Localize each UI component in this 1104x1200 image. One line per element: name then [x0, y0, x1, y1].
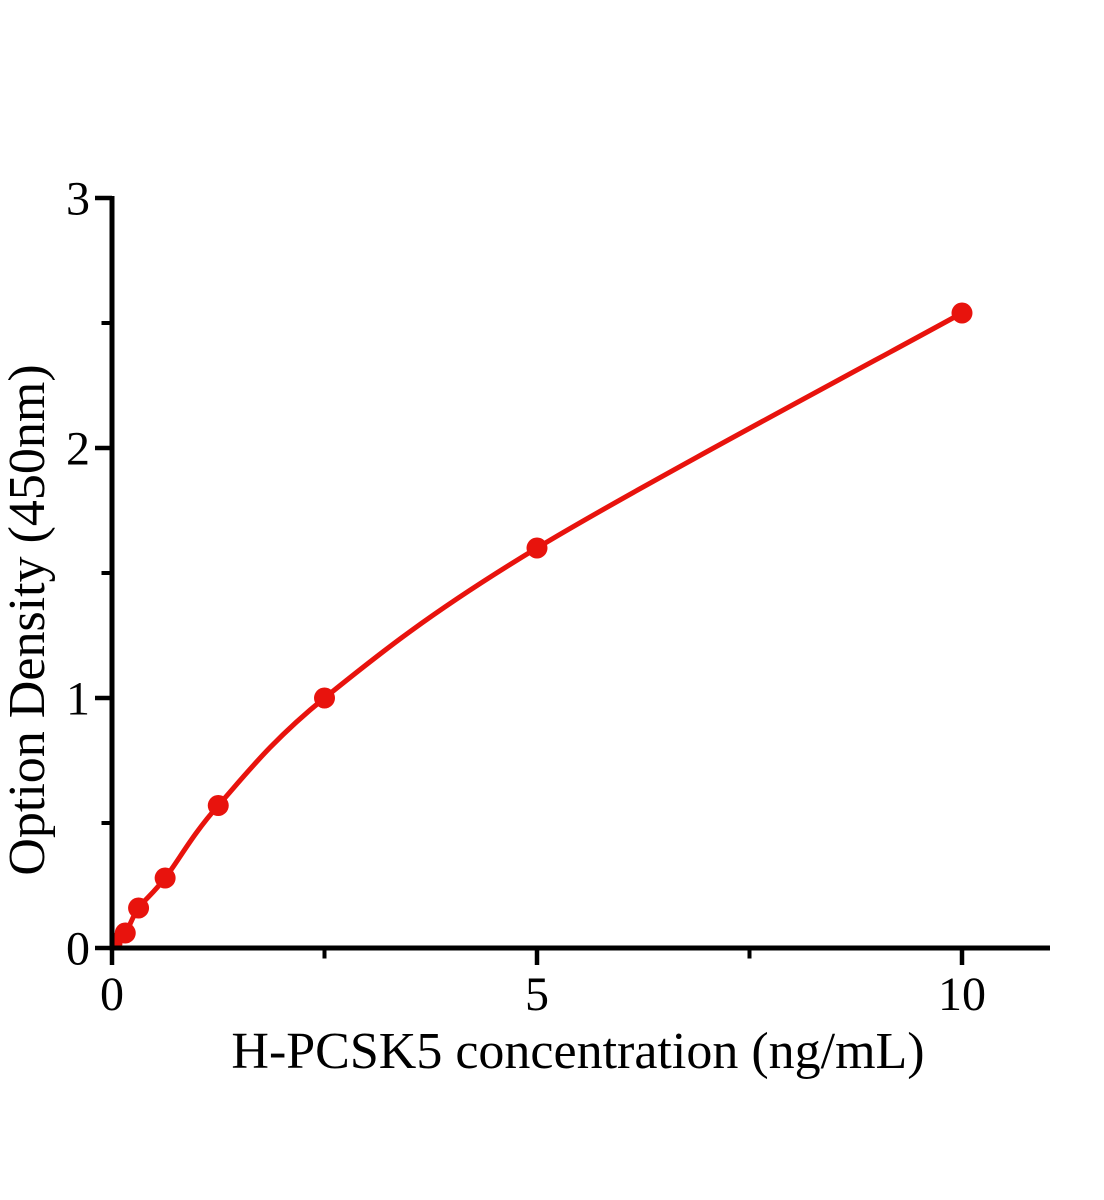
data-point-marker	[207, 795, 229, 816]
x-tick-label: 0	[100, 968, 124, 1021]
data-point-marker	[128, 897, 150, 919]
x-tick-label: 10	[938, 968, 986, 1021]
data-point-marker	[951, 302, 973, 324]
x-tick-label: 5	[525, 968, 549, 1021]
data-point-marker	[526, 537, 548, 559]
x-axis-title: H-PCSK5 concentration (ng/mL)	[231, 1023, 924, 1080]
axis-layer: 0 5 10 0 1 2 3	[66, 173, 1050, 1021]
standard-curve-line	[112, 310, 965, 946]
data-point-marker	[314, 687, 335, 709]
y-tick-label: 3	[66, 173, 90, 226]
data-layer	[112, 302, 973, 948]
y-tick-label: 0	[66, 923, 90, 976]
y-axis-title: Option Density (450nm)	[0, 364, 56, 875]
data-point-marker	[114, 922, 136, 944]
y-tick-label: 1	[66, 673, 90, 726]
y-tick-label: 2	[66, 423, 90, 476]
data-point-marker	[154, 867, 176, 889]
